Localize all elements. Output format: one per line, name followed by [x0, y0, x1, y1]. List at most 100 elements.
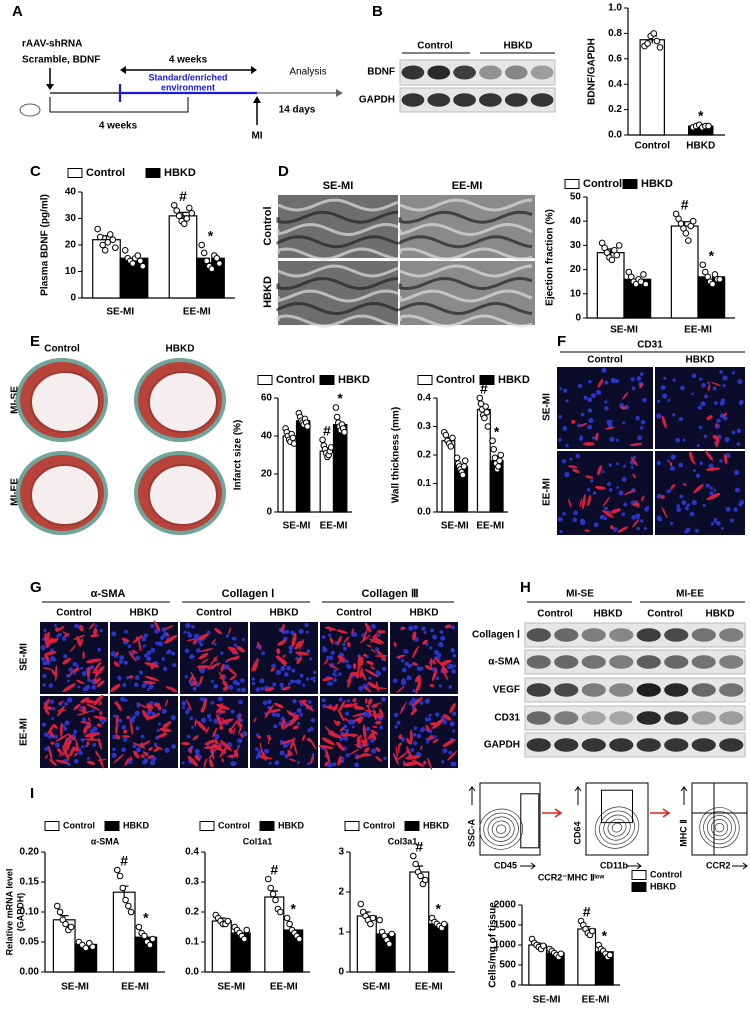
data-point	[56, 908, 64, 916]
nucleus	[141, 636, 147, 642]
nucleus	[332, 762, 337, 767]
stain	[133, 750, 140, 759]
y-tick-label: 0	[510, 980, 516, 991]
nucleus	[401, 738, 405, 742]
y-tick-label: 1500	[494, 920, 517, 931]
stain	[427, 735, 434, 741]
nucleus	[103, 718, 107, 723]
nucleus	[310, 677, 314, 681]
nucleus	[609, 436, 615, 442]
y-tick-label: 60	[261, 393, 273, 404]
nucleus	[691, 500, 697, 506]
stain	[411, 645, 419, 659]
stain	[584, 529, 590, 532]
stain	[83, 738, 100, 741]
data-point	[460, 463, 468, 470]
nucleus	[704, 394, 708, 399]
blot-band	[664, 655, 689, 669]
blot-band	[526, 628, 551, 642]
stain	[132, 649, 138, 654]
stain	[280, 738, 295, 745]
nucleus	[199, 697, 203, 701]
stain	[375, 747, 381, 752]
stain	[366, 660, 374, 665]
echo-trace	[398, 301, 533, 315]
y-tick-label: 0	[266, 507, 272, 518]
significance: #	[480, 381, 488, 397]
x-tick-label: EE-MI	[121, 982, 149, 993]
bar	[319, 450, 335, 513]
stain	[76, 710, 92, 716]
blot-band	[691, 655, 716, 669]
stain	[587, 494, 592, 507]
nucleus	[421, 626, 426, 631]
x-tick-label: SE-MI	[106, 307, 134, 318]
stain	[434, 657, 446, 669]
nucleus	[559, 387, 563, 391]
stain	[329, 637, 334, 645]
y-axis-label: Plasma BDNF (pg/ml)	[40, 194, 51, 296]
data-point	[125, 902, 132, 910]
nucleus	[153, 742, 158, 746]
x-tick-label: SE-MI	[217, 982, 245, 993]
nucleus	[51, 717, 55, 721]
flow-contour	[699, 807, 740, 849]
stain	[69, 644, 76, 653]
stain	[194, 754, 201, 761]
stain	[227, 646, 239, 655]
nucleus	[432, 634, 438, 640]
data-point	[82, 944, 90, 952]
x-tick-label: SE-MI	[362, 982, 390, 993]
stain	[688, 451, 694, 461]
nucleus	[73, 729, 78, 734]
stain	[431, 668, 438, 682]
mouse-icon	[19, 103, 41, 117]
chart-title: Col1a1	[243, 836, 273, 846]
stain	[55, 759, 69, 765]
stain	[414, 708, 417, 713]
nucleus	[580, 520, 586, 526]
label: SSC-A	[466, 819, 476, 848]
stain	[147, 754, 154, 759]
stain	[368, 731, 375, 740]
axis-arrow	[520, 862, 536, 870]
stain	[347, 672, 352, 688]
stain	[375, 755, 382, 762]
data-point	[449, 434, 456, 442]
stain	[444, 624, 452, 629]
stain	[396, 654, 406, 659]
nucleus	[144, 653, 149, 658]
stain	[398, 742, 402, 747]
nucleus	[232, 679, 238, 686]
nucleus	[322, 703, 327, 709]
nucleus	[608, 487, 613, 492]
y-tick-label: 0.0	[185, 967, 199, 978]
data-point	[495, 463, 502, 470]
echo-trace	[276, 222, 399, 236]
nucleus	[709, 491, 714, 496]
stain	[130, 720, 133, 735]
stain	[144, 662, 160, 668]
nucleus	[330, 650, 335, 655]
data-point	[149, 935, 157, 943]
y-tick-label: 0.4	[608, 79, 622, 90]
stain	[276, 648, 281, 655]
data-point	[96, 233, 104, 241]
stain	[362, 724, 367, 740]
y-tick-label: 40	[65, 187, 77, 198]
y-tick-label: 0.8	[608, 28, 622, 39]
x-tick-label: SE-MI	[283, 521, 311, 532]
flow-contour	[479, 808, 524, 850]
label: Control	[262, 206, 274, 245]
x-tick-label: SE-MI	[610, 325, 638, 336]
nucleus	[63, 654, 68, 659]
nucleus	[233, 643, 237, 647]
panel-label: I	[30, 785, 34, 802]
stain	[121, 637, 130, 643]
nucleus	[112, 747, 116, 751]
nucleus	[719, 459, 723, 463]
stain	[43, 698, 50, 710]
label: CD11b	[600, 860, 629, 870]
nucleus	[58, 632, 63, 637]
legend-swatch	[622, 179, 638, 189]
